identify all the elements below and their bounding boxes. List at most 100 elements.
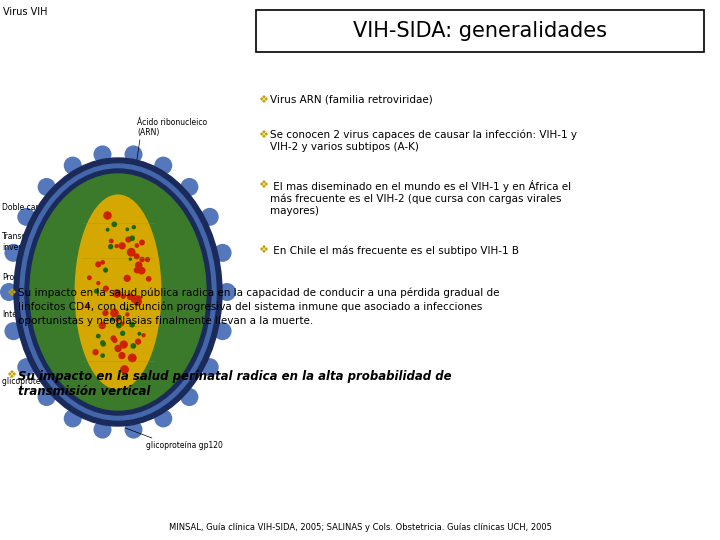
Circle shape bbox=[103, 211, 112, 220]
Circle shape bbox=[139, 256, 145, 262]
Text: Virus ARN (familia retroviridae): Virus ARN (familia retroviridae) bbox=[270, 95, 433, 105]
Circle shape bbox=[120, 294, 126, 299]
Circle shape bbox=[115, 318, 120, 322]
Circle shape bbox=[110, 309, 119, 318]
FancyBboxPatch shape bbox=[256, 10, 704, 52]
Circle shape bbox=[110, 335, 117, 341]
Text: El mas diseminado en el mundo es el VIH-1 y en África el
más frecuente es el VIH: El mas diseminado en el mundo es el VIH-… bbox=[270, 180, 571, 216]
Circle shape bbox=[100, 340, 105, 345]
Circle shape bbox=[17, 358, 35, 376]
Text: ❖: ❖ bbox=[258, 180, 268, 190]
Text: Ácido ribonucleico
(ARN): Ácido ribonucleico (ARN) bbox=[138, 118, 207, 137]
Circle shape bbox=[109, 239, 114, 244]
Circle shape bbox=[154, 157, 172, 174]
Text: Transcriptasa
inversa: Transcriptasa inversa bbox=[2, 232, 53, 252]
Circle shape bbox=[116, 323, 122, 328]
Circle shape bbox=[106, 228, 109, 232]
Circle shape bbox=[113, 289, 122, 298]
Circle shape bbox=[132, 225, 136, 230]
Text: En Chile el más frecuente es el subtipo VIH-1 B: En Chile el más frecuente es el subtipo … bbox=[270, 245, 519, 255]
Circle shape bbox=[112, 338, 117, 343]
Text: Proteasa: Proteasa bbox=[2, 273, 35, 281]
Circle shape bbox=[117, 315, 122, 320]
Circle shape bbox=[101, 341, 106, 347]
Circle shape bbox=[127, 293, 134, 300]
Circle shape bbox=[131, 298, 136, 303]
Circle shape bbox=[120, 340, 128, 349]
Circle shape bbox=[102, 310, 109, 316]
Text: ❖: ❖ bbox=[258, 95, 268, 105]
Circle shape bbox=[87, 275, 91, 280]
Circle shape bbox=[125, 421, 143, 438]
Circle shape bbox=[114, 244, 119, 248]
Circle shape bbox=[103, 267, 108, 273]
Circle shape bbox=[201, 208, 219, 226]
Circle shape bbox=[99, 322, 106, 329]
Text: Su impacto en la salud perinatal radica en la alta probabilidad de
transmisión v: Su impacto en la salud perinatal radica … bbox=[18, 370, 451, 398]
Ellipse shape bbox=[76, 195, 161, 389]
Ellipse shape bbox=[14, 158, 222, 426]
Circle shape bbox=[129, 322, 135, 328]
Ellipse shape bbox=[20, 164, 216, 420]
Circle shape bbox=[63, 157, 81, 174]
Circle shape bbox=[135, 261, 143, 269]
Circle shape bbox=[125, 312, 130, 316]
Circle shape bbox=[132, 296, 137, 301]
Circle shape bbox=[94, 421, 112, 438]
Circle shape bbox=[129, 258, 132, 261]
Circle shape bbox=[135, 295, 142, 302]
Circle shape bbox=[181, 178, 199, 196]
Circle shape bbox=[95, 261, 102, 267]
Circle shape bbox=[138, 332, 141, 336]
Circle shape bbox=[130, 343, 136, 349]
Circle shape bbox=[145, 257, 150, 262]
Text: MINSAL, Guía clínica VIH-SIDA, 2005; SALINAS y Cols. Obstetricia. Guías clínicas: MINSAL, Guía clínica VIH-SIDA, 2005; SAL… bbox=[168, 523, 552, 532]
Circle shape bbox=[110, 317, 114, 322]
Circle shape bbox=[125, 237, 132, 242]
Text: VIH-SIDA: generalidades: VIH-SIDA: generalidades bbox=[353, 21, 607, 41]
Circle shape bbox=[92, 349, 99, 355]
Circle shape bbox=[86, 303, 90, 308]
Circle shape bbox=[181, 388, 199, 406]
Text: Integrasa: Integrasa bbox=[2, 310, 38, 319]
Circle shape bbox=[108, 244, 113, 249]
Circle shape bbox=[130, 235, 135, 241]
Circle shape bbox=[124, 275, 131, 282]
Circle shape bbox=[96, 281, 101, 285]
Ellipse shape bbox=[25, 169, 211, 415]
Circle shape bbox=[135, 243, 139, 248]
Circle shape bbox=[100, 353, 105, 358]
Circle shape bbox=[0, 283, 18, 301]
Circle shape bbox=[4, 322, 22, 340]
Circle shape bbox=[125, 145, 143, 164]
Circle shape bbox=[120, 365, 129, 374]
Circle shape bbox=[103, 286, 109, 292]
Circle shape bbox=[146, 276, 152, 282]
Ellipse shape bbox=[30, 174, 206, 410]
Circle shape bbox=[37, 178, 55, 196]
Circle shape bbox=[134, 253, 140, 259]
Circle shape bbox=[4, 244, 22, 262]
Text: Virus VIH: Virus VIH bbox=[3, 7, 48, 17]
Circle shape bbox=[128, 354, 137, 362]
Circle shape bbox=[138, 267, 145, 274]
Circle shape bbox=[125, 308, 129, 311]
Text: ❖: ❖ bbox=[6, 288, 16, 298]
Text: Se conocen 2 virus capaces de causar la infección: VIH-1 y
VIH-2 y varios subtip: Se conocen 2 virus capaces de causar la … bbox=[270, 130, 577, 152]
Circle shape bbox=[125, 227, 129, 231]
Text: ❖: ❖ bbox=[258, 245, 268, 255]
Circle shape bbox=[96, 334, 101, 339]
Circle shape bbox=[112, 221, 117, 227]
Circle shape bbox=[114, 345, 122, 352]
Circle shape bbox=[17, 208, 35, 226]
Circle shape bbox=[120, 330, 125, 336]
Circle shape bbox=[201, 358, 219, 376]
Circle shape bbox=[135, 339, 141, 345]
Circle shape bbox=[119, 242, 126, 249]
Circle shape bbox=[63, 409, 81, 428]
Circle shape bbox=[139, 240, 145, 246]
Circle shape bbox=[218, 283, 236, 301]
Circle shape bbox=[127, 248, 135, 256]
Circle shape bbox=[134, 298, 142, 306]
Text: Su impacto en la salud pública radica en la capacidad de conducir a una pérdida : Su impacto en la salud pública radica en… bbox=[18, 288, 500, 326]
